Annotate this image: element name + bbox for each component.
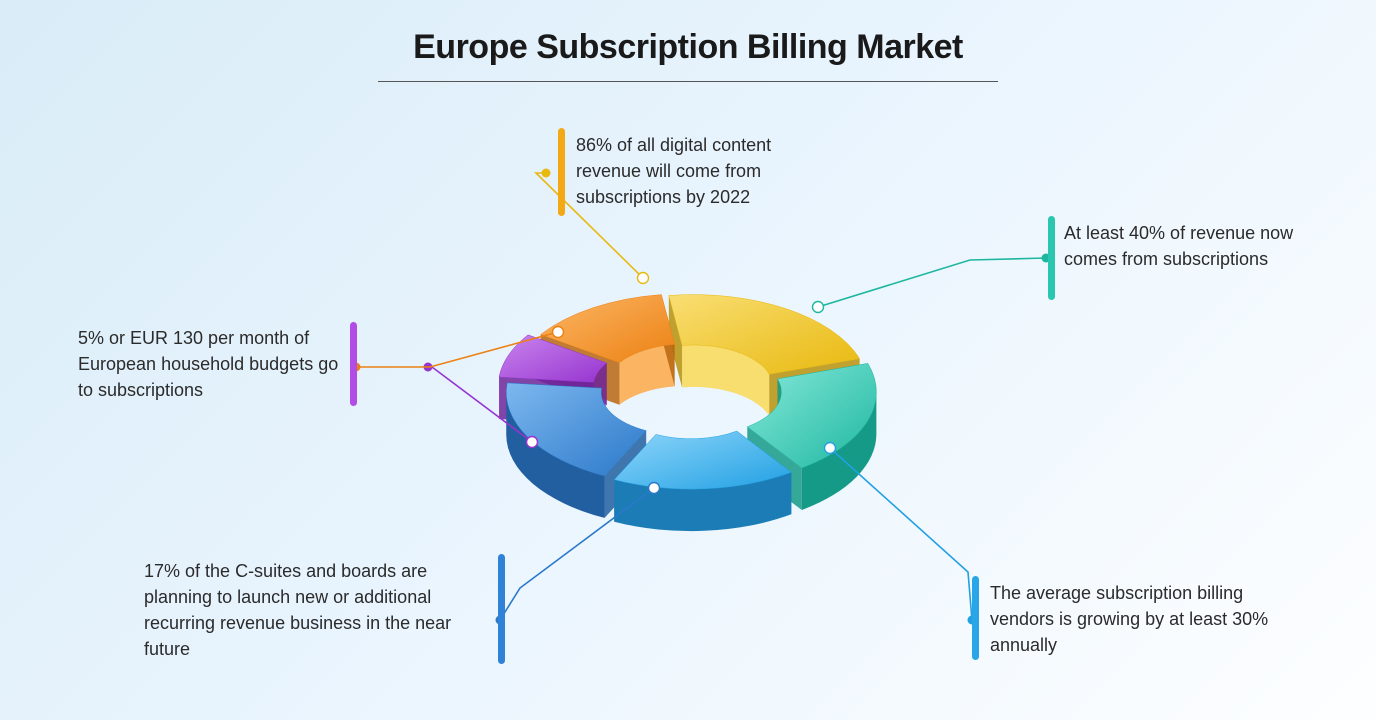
callout-blue: 17% of the C-suites and boards are plann… [144, 558, 489, 662]
leader-dot-yellow [638, 273, 649, 284]
leader-dot-blue [649, 483, 660, 494]
callout-orange: 5% or EUR 130 per month of European hous… [78, 325, 343, 403]
leader-dot-purple-small [527, 437, 538, 448]
leader-enddot-yellow [542, 169, 551, 178]
accent-bar-orange [350, 322, 357, 406]
leader-dot-orange [553, 327, 564, 338]
accent-bar-sky [972, 576, 979, 660]
accent-bar-blue [498, 554, 505, 664]
callout-teal: At least 40% of revenue now comes from s… [1064, 220, 1294, 272]
accent-bar-yellow [558, 128, 565, 216]
accent-bar-teal [1048, 216, 1055, 300]
leader-dot-sky [825, 443, 836, 454]
leader-teal [818, 258, 1046, 307]
callout-sky: The average subscription billing vendors… [990, 580, 1290, 658]
callout-yellow: 86% of all digital content revenue will … [576, 132, 836, 210]
leader-dot-teal [813, 302, 824, 313]
